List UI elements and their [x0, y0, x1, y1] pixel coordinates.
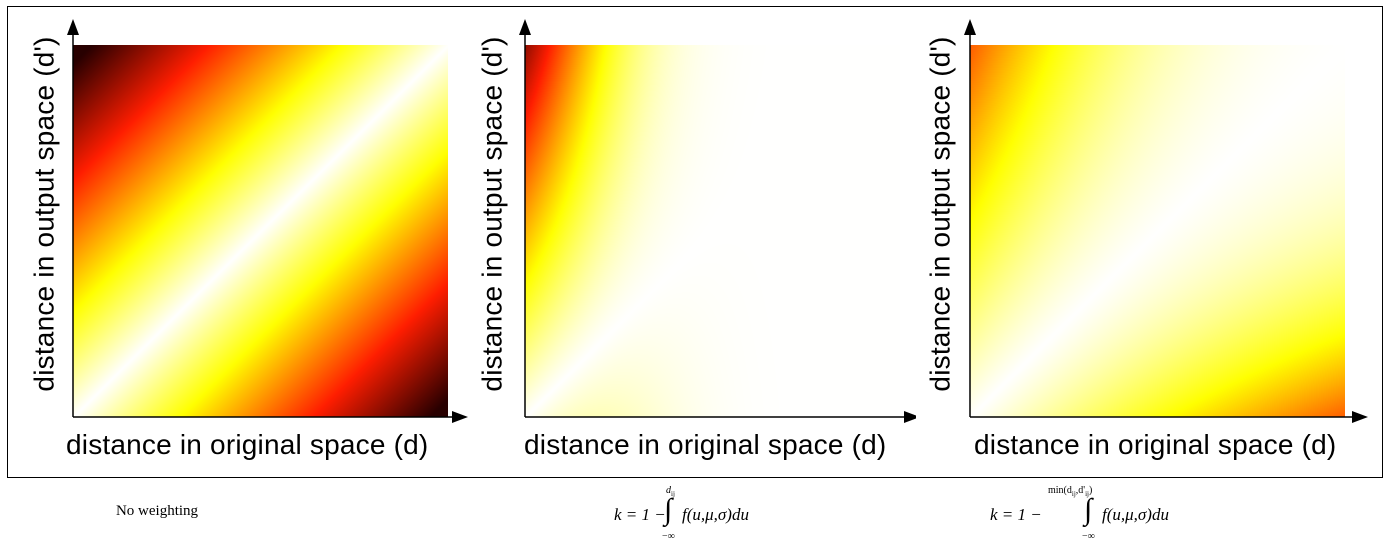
x-axis-arrow-2	[904, 411, 916, 423]
formula-weighted-min: k = 1 −	[990, 505, 1042, 525]
heatmap-3	[970, 45, 1345, 417]
integral-sign-2: ∫	[664, 493, 673, 526]
heatmap-plot-1	[67, 19, 468, 423]
y-axis-label-2: distance in output space (d')	[477, 36, 509, 392]
panel-weighted-min: distance in output space (d') distance i…	[904, 7, 1368, 479]
y-axis-arrow-3	[964, 19, 976, 35]
caption-no-weighting: No weighting	[115, 503, 199, 519]
y-axis-arrow-2	[519, 19, 531, 35]
formula-upper-bound-2: dij	[666, 485, 675, 498]
panel-no-weighting: distance in output space (d') distance i…	[8, 7, 468, 479]
y-axis-label-3: distance in output space (d')	[925, 36, 957, 392]
x-axis-label-3: distance in original space (d)	[974, 429, 1337, 460]
x-axis-arrow-1	[452, 411, 468, 423]
heatmap-plot-3	[964, 19, 1368, 423]
formula-weighted: k = 1 −	[614, 505, 666, 525]
figure-frame: distance in output space (d') distance i…	[7, 6, 1383, 478]
heatmap-plot-2	[519, 19, 916, 423]
x-axis-label-1: distance in original space (d)	[66, 429, 429, 460]
heatmap-2	[525, 45, 900, 417]
caption-1: No weighting	[7, 485, 467, 545]
formula-upper-bound-3: min(dij,d'ij)	[1048, 485, 1093, 498]
y-axis-arrow-1	[67, 19, 79, 35]
formula-lhs-3: k = 1 −	[990, 505, 1042, 524]
caption-2: k = 1 − ∫ dij −∞ f(u,μ,σ)du	[540, 485, 1000, 545]
caption-3: k = 1 − ∫ min(dij,d'ij) −∞ f(u,μ,σ)du	[990, 485, 1399, 545]
panel-weighted: distance in output space (d') distance i…	[456, 7, 916, 479]
integral-sign-3: ∫	[1084, 493, 1093, 526]
formula-integrand-3: f(u,μ,σ)du	[1102, 505, 1169, 524]
formula-integrand-2: f(u,μ,σ)du	[682, 505, 749, 524]
x-axis-label-2: distance in original space (d)	[524, 429, 887, 460]
heatmap-1	[73, 45, 448, 417]
formula-lower-bound-3: −∞	[1082, 531, 1095, 542]
formula-lower-bound-2: −∞	[662, 531, 675, 542]
x-axis-arrow-3	[1352, 411, 1368, 423]
formula-lhs-2: k = 1 −	[614, 505, 666, 524]
y-axis-label-1: distance in output space (d')	[29, 36, 61, 392]
